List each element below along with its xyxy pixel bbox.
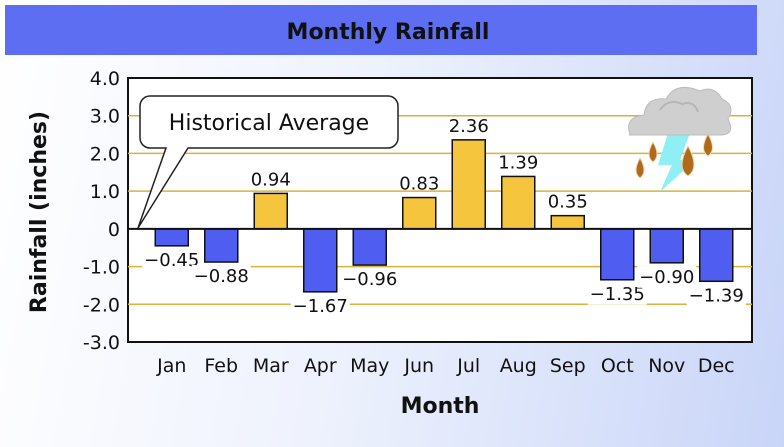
x-tick-label: Dec: [698, 355, 735, 377]
bar: [352, 228, 387, 266]
bar: [154, 228, 189, 247]
data-label: 0.83: [399, 174, 439, 195]
x-tick-label: Apr: [304, 355, 337, 377]
x-tick-label: Nov: [648, 355, 685, 377]
x-tick-label: Oct: [601, 355, 634, 377]
data-label-bg: [587, 282, 647, 305]
y-tick-label: 3.0: [90, 106, 120, 128]
data-label-bg: [637, 265, 697, 288]
bar: [451, 139, 486, 230]
data-label: −1.67: [293, 296, 348, 317]
data-label-bg: [340, 268, 400, 291]
data-label-bg: [686, 284, 746, 307]
y-tick-label: 4.0: [90, 68, 120, 90]
y-tick-label: -2.0: [83, 294, 120, 316]
data-label: −0.96: [342, 269, 397, 290]
data-label: 2.36: [449, 116, 489, 137]
y-tick-label: -3.0: [83, 332, 120, 354]
bar: [600, 228, 635, 281]
data-label-bg: [191, 265, 251, 288]
x-tick-label: Jul: [456, 355, 480, 377]
x-tick-label: Jan: [156, 355, 186, 377]
data-label: 1.39: [498, 152, 538, 173]
x-tick-label: Mar: [253, 355, 289, 377]
bar: [253, 192, 288, 230]
historical-average-callout: Historical Average: [137, 95, 399, 229]
bar: [501, 175, 536, 230]
data-label: −1.39: [689, 285, 744, 306]
x-tick-label: Aug: [500, 355, 537, 377]
x-tick-label: Jun: [403, 355, 434, 377]
callout-text: Historical Average: [169, 111, 369, 136]
bar: [699, 228, 734, 283]
data-label: 0.35: [548, 192, 588, 213]
bar: [550, 214, 585, 230]
bar: [204, 228, 239, 263]
bar: [402, 196, 437, 230]
y-tick-label: 0: [108, 219, 120, 241]
data-label-bg: [142, 248, 202, 271]
x-tick-label: Sep: [550, 355, 586, 377]
data-label: 0.94: [251, 169, 291, 190]
y-axis-label: Rainfall (inches): [27, 111, 52, 313]
y-tick-label: 1.0: [90, 181, 120, 203]
x-tick-label: May: [350, 355, 389, 377]
chart-title: Monthly Rainfall: [287, 20, 490, 45]
bar: [303, 228, 338, 293]
data-label: −0.90: [639, 267, 694, 288]
data-label: −0.88: [194, 266, 249, 287]
data-label: −0.45: [144, 250, 199, 271]
x-tick-label: Feb: [204, 355, 238, 377]
x-axis-label: Month: [401, 394, 480, 419]
y-tick-label: 2.0: [90, 143, 120, 165]
y-tick-label: -1.0: [83, 257, 120, 279]
title-bar: [5, 5, 757, 55]
data-label: −1.35: [590, 284, 645, 305]
storm-cloud-icon: [628, 86, 732, 192]
data-label-bg: [290, 294, 350, 317]
bar: [649, 228, 684, 264]
